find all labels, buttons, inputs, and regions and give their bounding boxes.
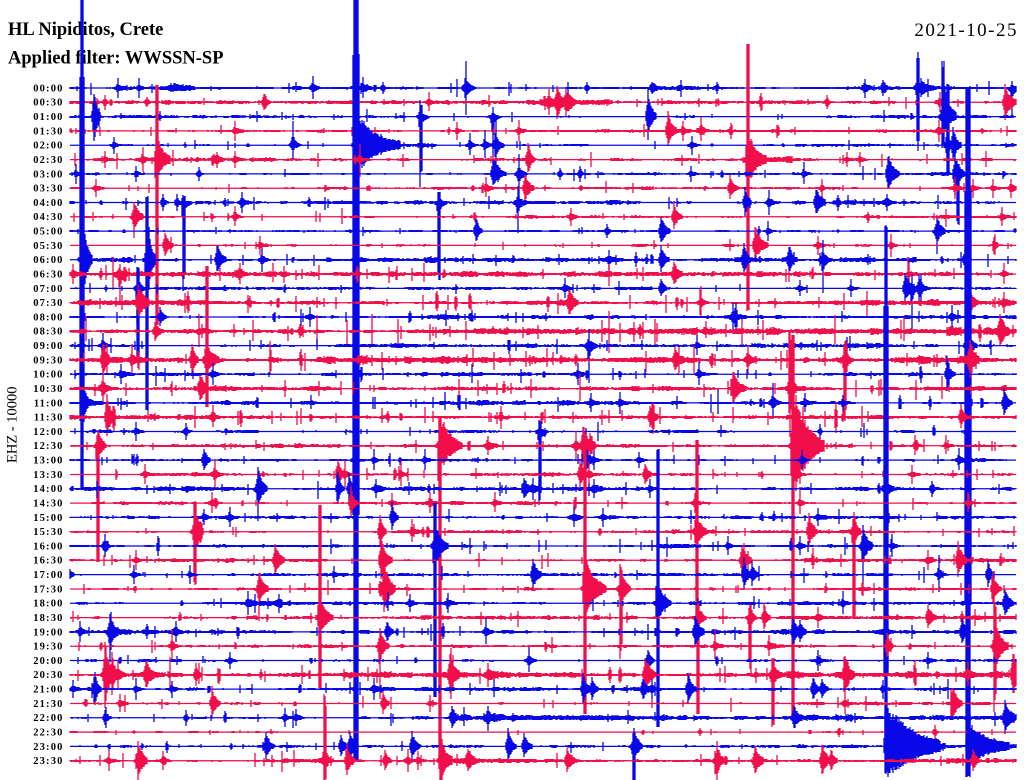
svg-text:04:00: 04:00 [33, 198, 63, 209]
svg-text:11:00: 11:00 [34, 398, 64, 409]
svg-text:15:00: 15:00 [33, 513, 63, 524]
svg-text:23:00: 23:00 [33, 742, 63, 753]
svg-text:01:00: 01:00 [33, 112, 63, 123]
svg-text:17:00: 17:00 [33, 570, 63, 581]
svg-text:06:30: 06:30 [33, 270, 63, 281]
svg-text:12:00: 12:00 [33, 427, 63, 438]
svg-text:04:30: 04:30 [33, 212, 63, 223]
svg-text:07:30: 07:30 [33, 298, 63, 309]
svg-text:14:00: 14:00 [33, 484, 63, 495]
svg-text:2021-10-25: 2021-10-25 [914, 20, 1018, 41]
svg-text:02:00: 02:00 [33, 141, 63, 152]
svg-text:19:00: 19:00 [33, 627, 63, 638]
svg-text:01:30: 01:30 [33, 126, 63, 137]
svg-text:03:30: 03:30 [33, 184, 63, 195]
svg-text:08:00: 08:00 [33, 312, 63, 323]
svg-text:16:00: 16:00 [33, 541, 63, 552]
svg-text:17:30: 17:30 [33, 584, 63, 595]
svg-text:Applied filter: WWSSN-SP: Applied filter: WWSSN-SP [8, 49, 224, 69]
svg-text:21:30: 21:30 [33, 699, 63, 710]
svg-text:15:30: 15:30 [33, 527, 63, 538]
svg-text:09:30: 09:30 [33, 355, 63, 366]
svg-text:03:00: 03:00 [33, 169, 63, 180]
svg-text:18:30: 18:30 [33, 613, 63, 624]
svg-text:22:30: 22:30 [33, 728, 63, 739]
svg-text:05:00: 05:00 [33, 227, 63, 238]
svg-text:21:00: 21:00 [33, 685, 63, 696]
svg-text:19:30: 19:30 [33, 642, 63, 653]
svg-text:05:30: 05:30 [33, 241, 63, 252]
svg-text:08:30: 08:30 [33, 327, 63, 338]
svg-text:EHZ - 10000: EHZ - 10000 [5, 386, 21, 463]
svg-text:22:00: 22:00 [33, 713, 63, 724]
svg-text:10:30: 10:30 [33, 384, 63, 395]
svg-text:20:00: 20:00 [33, 656, 63, 667]
svg-text:02:30: 02:30 [33, 155, 63, 166]
svg-text:13:00: 13:00 [33, 456, 63, 467]
svg-text:11:30: 11:30 [34, 413, 64, 424]
svg-text:18:00: 18:00 [33, 599, 63, 610]
svg-text:13:30: 13:30 [33, 470, 63, 481]
svg-text:00:30: 00:30 [33, 98, 63, 109]
svg-text:23:30: 23:30 [33, 756, 63, 767]
svg-text:20:30: 20:30 [33, 670, 63, 681]
svg-text:07:00: 07:00 [33, 284, 63, 295]
svg-text:00:00: 00:00 [33, 83, 63, 94]
svg-text:HL Nipiditos, Crete: HL Nipiditos, Crete [8, 20, 163, 40]
svg-text:09:00: 09:00 [33, 341, 63, 352]
svg-text:14:30: 14:30 [33, 499, 63, 510]
svg-text:06:00: 06:00 [33, 255, 63, 266]
svg-text:12:30: 12:30 [33, 441, 63, 452]
svg-text:10:00: 10:00 [33, 370, 63, 381]
svg-text:16:30: 16:30 [33, 556, 63, 567]
